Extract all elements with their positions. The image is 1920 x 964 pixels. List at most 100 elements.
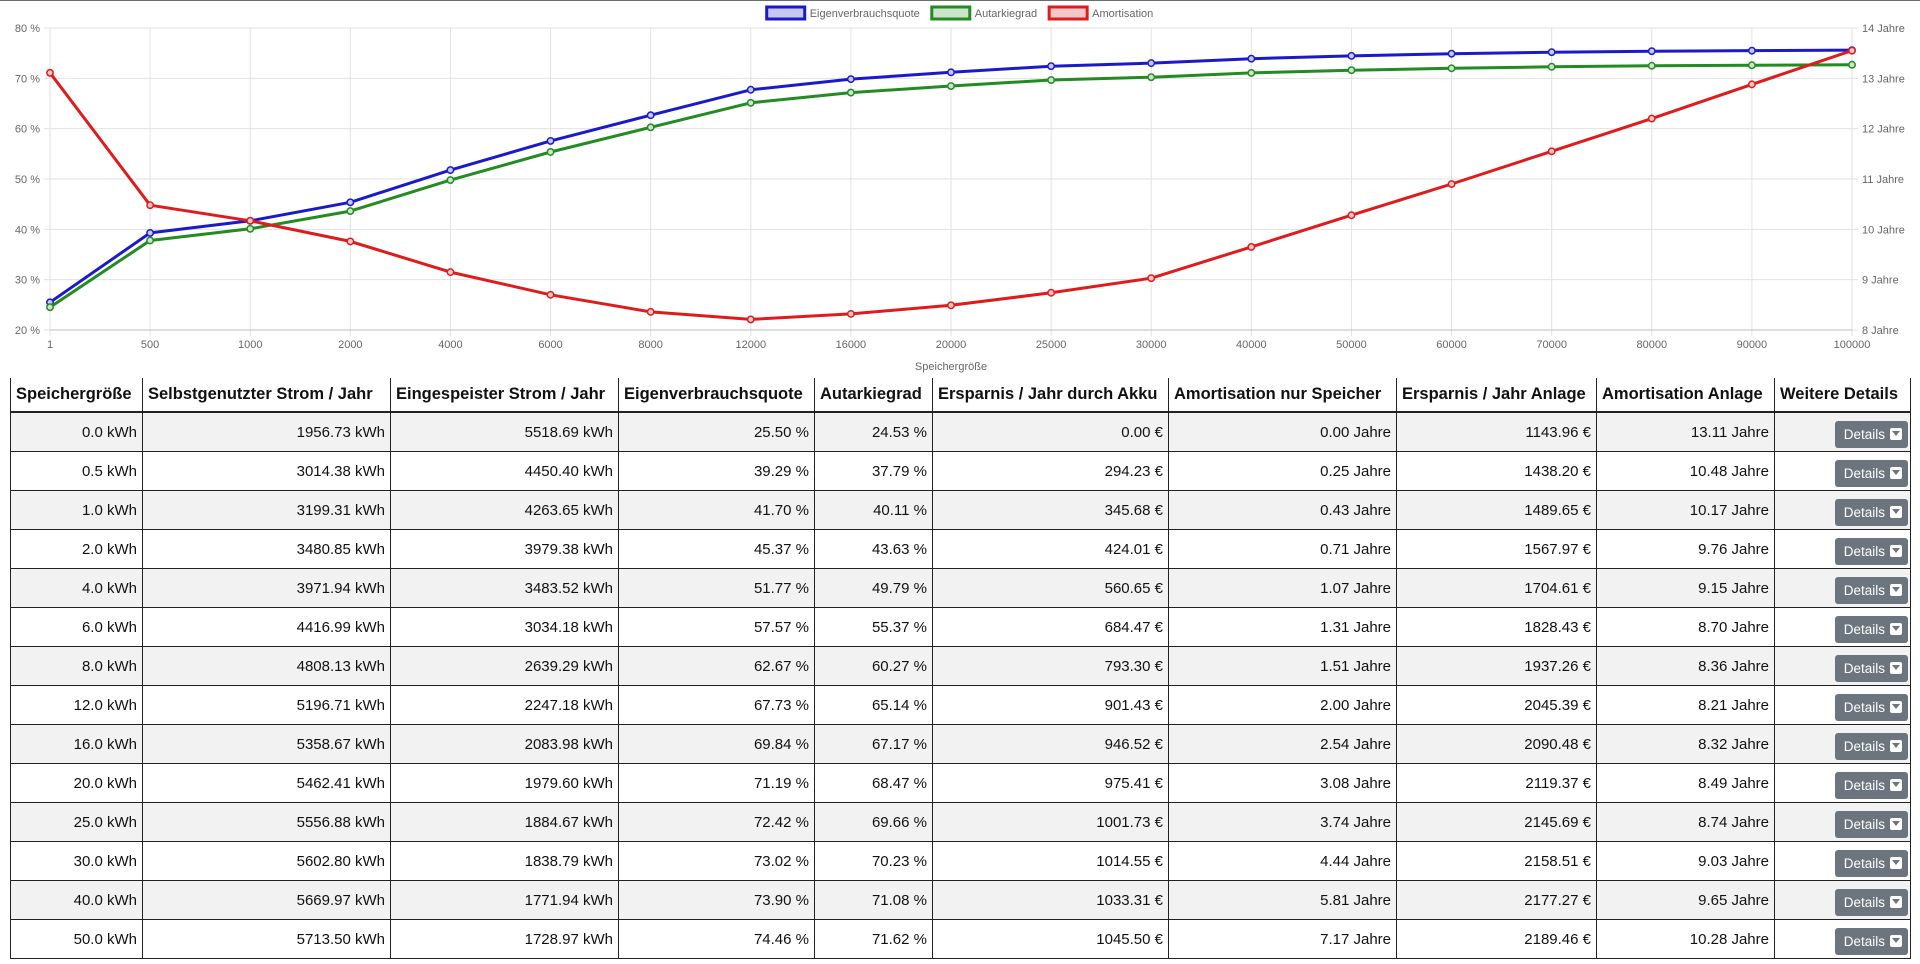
cell-selbstgenutzter-strom: 5602.80 kWh bbox=[142, 841, 391, 881]
cell-autarkiegrad: 49.79 % bbox=[814, 568, 933, 608]
cell-ersparnis-anlage: 2090.48 € bbox=[1396, 724, 1597, 764]
details-button-label: Details bbox=[1843, 504, 1885, 520]
cell-eingespeister-strom: 1771.94 kWh bbox=[390, 880, 619, 920]
cell-details: Details bbox=[1774, 802, 1911, 842]
table-row: 25.0 kWh 5556.88 kWh 1884.67 kWh 72.42 % 69.… bbox=[10, 802, 1911, 842]
cell-eingespeister-strom: 1728.97 kWh bbox=[390, 919, 619, 959]
cell-amortisation-speicher: 0.00 Jahre bbox=[1168, 411, 1397, 452]
cell-eingespeister-strom: 2639.29 kWh bbox=[390, 646, 619, 686]
cell-eigenverbrauchsquote: 71.19 % bbox=[618, 763, 815, 803]
data-point bbox=[746, 85, 755, 94]
data-point bbox=[1347, 66, 1356, 75]
cell-amortisation-speicher: 2.00 Jahre bbox=[1168, 685, 1397, 725]
data-point bbox=[1347, 51, 1356, 60]
data-point bbox=[1747, 80, 1756, 89]
x-tick-label: 1 bbox=[47, 339, 53, 351]
chart-legend: Eigenverbrauchsquote Autarkiegrad Amortisa… bbox=[765, 5, 1153, 21]
details-button[interactable]: Details bbox=[1834, 693, 1908, 721]
details-button[interactable]: Details bbox=[1834, 888, 1908, 916]
cell-eingespeister-strom: 5518.69 kWh bbox=[390, 411, 619, 452]
table-row: 12.0 kWh 5196.71 kWh 2247.18 kWh 67.73 % 65.… bbox=[10, 685, 1911, 725]
cell-amortisation-speicher: 0.71 Jahre bbox=[1168, 529, 1397, 569]
data-point bbox=[346, 237, 355, 246]
details-button[interactable]: Details bbox=[1834, 771, 1908, 799]
cell-amortisation-anlage: 8.70 Jahre bbox=[1596, 607, 1775, 647]
cell-details: Details bbox=[1774, 841, 1911, 881]
table-row: 8.0 kWh 4808.13 kWh 2639.29 kWh 62.67 % 60.2… bbox=[10, 646, 1911, 686]
details-button[interactable]: Details bbox=[1834, 498, 1908, 526]
cell-eigenverbrauchsquote: 72.42 % bbox=[618, 802, 815, 842]
details-button[interactable]: Details bbox=[1834, 732, 1908, 760]
x-tick-label: 50000 bbox=[1336, 339, 1367, 351]
data-point bbox=[1247, 54, 1256, 63]
cell-details: Details bbox=[1774, 646, 1911, 686]
x-tick-label: 12000 bbox=[735, 339, 766, 351]
legend-swatch bbox=[930, 5, 972, 21]
details-button[interactable]: Details bbox=[1834, 576, 1908, 604]
x-tick-label: 25000 bbox=[1036, 339, 1067, 351]
data-point bbox=[1247, 243, 1256, 251]
y-tick-label-right: 13 Jahre bbox=[1862, 73, 1905, 85]
details-button[interactable]: Details bbox=[1834, 927, 1908, 955]
cell-ersparnis-akku: 0.00 € bbox=[932, 411, 1169, 452]
x-tick-label: 40000 bbox=[1236, 339, 1267, 351]
cell-speichergroesse: 8.0 kWh bbox=[10, 646, 143, 686]
cell-selbstgenutzter-strom: 3014.38 kWh bbox=[142, 451, 391, 491]
cell-eigenverbrauchsquote: 25.50 % bbox=[618, 411, 815, 452]
caret-down-icon bbox=[1890, 506, 1902, 518]
cell-eingespeister-strom: 1838.79 kWh bbox=[390, 841, 619, 881]
caret-down-icon bbox=[1890, 545, 1902, 557]
data-point bbox=[1047, 62, 1056, 71]
cell-speichergroesse: 30.0 kWh bbox=[10, 841, 143, 881]
cell-autarkiegrad: 67.17 % bbox=[814, 724, 933, 764]
caret-down-icon bbox=[1890, 857, 1902, 869]
details-button[interactable]: Details bbox=[1834, 459, 1908, 487]
x-tick-label: 70000 bbox=[1536, 339, 1567, 351]
cell-eingespeister-strom: 3034.18 kWh bbox=[390, 607, 619, 647]
cell-eigenverbrauchsquote: 74.46 % bbox=[618, 919, 815, 959]
data-point bbox=[146, 236, 155, 245]
details-button[interactable]: Details bbox=[1834, 849, 1908, 877]
cell-amortisation-anlage: 9.65 Jahre bbox=[1596, 880, 1775, 920]
cell-ersparnis-anlage: 1937.26 € bbox=[1396, 646, 1597, 686]
x-tick-label: 30000 bbox=[1136, 339, 1167, 351]
data-point bbox=[746, 98, 755, 107]
cell-speichergroesse: 16.0 kWh bbox=[10, 724, 143, 764]
header-eingespeister-strom: Eingespeister Strom / Jahr bbox=[390, 378, 619, 413]
chart-grid bbox=[44, 27, 1858, 336]
y-tick-label-left: 70 % bbox=[15, 73, 40, 85]
details-button[interactable]: Details bbox=[1834, 654, 1908, 682]
data-point bbox=[646, 123, 655, 132]
details-button-label: Details bbox=[1843, 426, 1885, 442]
results-table: Speichergröße Selbstgenutzter Strom / Ja… bbox=[10, 378, 1911, 959]
x-tick-label: 2000 bbox=[338, 339, 362, 351]
details-button-label: Details bbox=[1843, 777, 1885, 793]
header-ersparnis-anlage: Ersparnis / Jahr Anlage bbox=[1396, 378, 1597, 413]
details-button[interactable]: Details bbox=[1834, 537, 1908, 565]
cell-amortisation-speicher: 1.07 Jahre bbox=[1168, 568, 1397, 608]
cell-speichergroesse: 4.0 kWh bbox=[10, 568, 143, 608]
cell-eingespeister-strom: 1979.60 kWh bbox=[390, 763, 619, 803]
cell-speichergroesse: 20.0 kWh bbox=[10, 763, 143, 803]
legend-label: Autarkiegrad bbox=[975, 8, 1037, 20]
data-point bbox=[1447, 64, 1456, 73]
y-axis-right: 8 Jahre 9 Jahre 10 Jahre 11 Jahre 12 Jahre 13… bbox=[1862, 23, 1905, 337]
details-button[interactable]: Details bbox=[1834, 420, 1908, 448]
cell-eigenverbrauchsquote: 69.84 % bbox=[618, 724, 815, 764]
details-button-label: Details bbox=[1843, 621, 1885, 637]
cell-speichergroesse: 12.0 kWh bbox=[10, 685, 143, 725]
cell-ersparnis-anlage: 2189.46 € bbox=[1396, 919, 1597, 959]
cell-eigenverbrauchsquote: 45.37 % bbox=[618, 529, 815, 569]
data-point bbox=[1547, 48, 1556, 57]
table-row: 40.0 kWh 5669.97 kWh 1771.94 kWh 73.90 % 71.… bbox=[10, 880, 1911, 920]
y-axis-left: 20 % 30 % 40 % 50 % 60 % 70 % 80 % bbox=[15, 23, 40, 337]
cell-speichergroesse: 0.5 kWh bbox=[10, 451, 143, 491]
cell-speichergroesse: 2.0 kWh bbox=[10, 529, 143, 569]
cell-amortisation-anlage: 9.15 Jahre bbox=[1596, 568, 1775, 608]
data-point bbox=[1547, 62, 1556, 71]
details-button-label: Details bbox=[1843, 699, 1885, 715]
cell-details: Details bbox=[1774, 529, 1911, 569]
details-button[interactable]: Details bbox=[1834, 615, 1908, 643]
details-button[interactable]: Details bbox=[1834, 810, 1908, 838]
cell-eigenverbrauchsquote: 73.02 % bbox=[618, 841, 815, 881]
